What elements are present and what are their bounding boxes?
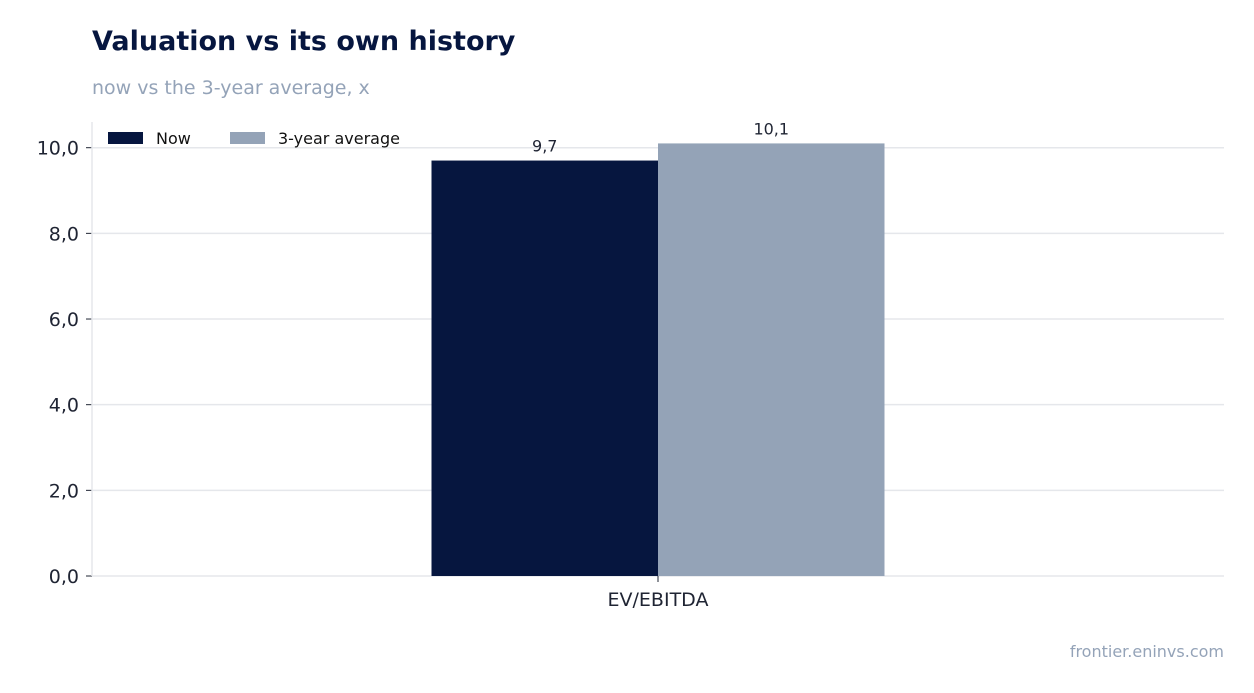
x-tick-label: EV/EBITDA bbox=[608, 589, 709, 611]
bar-now bbox=[431, 160, 658, 576]
legend-label: Now bbox=[156, 129, 191, 148]
data-label: 10,1 bbox=[753, 119, 789, 138]
y-tick-label: 0,0 bbox=[49, 566, 79, 588]
legend: Now 3-year average bbox=[108, 129, 400, 148]
y-tick-label: 2,0 bbox=[49, 480, 79, 502]
bar-3-year-average bbox=[658, 143, 885, 576]
legend-swatch bbox=[230, 132, 265, 144]
y-tick-label: 6,0 bbox=[49, 309, 79, 331]
data-label: 9,7 bbox=[532, 137, 557, 156]
y-tick-label: 4,0 bbox=[49, 395, 79, 417]
legend-label: 3-year average bbox=[278, 129, 400, 148]
legend-swatch bbox=[108, 132, 143, 144]
chart-subtitle: now vs the 3-year average, x bbox=[92, 77, 370, 99]
source-footer: frontier.eninvs.com bbox=[1069, 642, 1224, 661]
y-tick-label: 8,0 bbox=[49, 223, 79, 245]
y-tick-label: 10,0 bbox=[37, 138, 79, 160]
chart-title: Valuation vs its own history bbox=[92, 26, 516, 57]
